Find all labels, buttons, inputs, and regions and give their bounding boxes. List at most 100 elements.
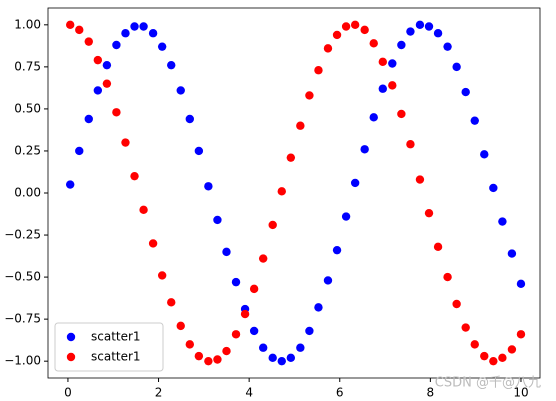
legend-box [54,322,164,372]
point [470,116,479,125]
point [277,187,286,196]
point [194,146,204,156]
point [204,182,213,191]
point [461,87,470,97]
point [470,340,479,349]
point [406,140,415,149]
point [258,343,268,352]
point [350,178,360,188]
point [240,309,250,319]
point [507,345,517,354]
y-tick-label: −1.00 [4,354,41,368]
point [415,20,425,30]
point [378,84,387,93]
point [452,62,461,72]
point [296,343,305,352]
point [75,25,84,35]
point [121,138,130,147]
legend-label: scatter1 [91,350,141,364]
point [369,39,378,48]
point [157,271,167,280]
point [84,114,93,124]
point [443,272,452,282]
point [332,245,342,255]
point [443,42,452,51]
point [249,326,259,336]
point [277,356,286,366]
point [65,180,75,189]
point [360,25,369,35]
point [167,298,176,307]
point [93,86,103,95]
x-tick-label: 10 [513,386,528,400]
point [489,183,498,193]
point [378,57,387,67]
point [213,215,222,225]
point [286,153,296,162]
point [388,81,397,90]
point [222,247,231,257]
point [332,30,342,40]
point [314,66,323,75]
point [498,217,507,226]
point [516,330,526,339]
point [433,242,443,252]
point [433,29,443,38]
point [360,145,369,154]
point [204,356,213,366]
point [112,108,121,117]
point [258,254,268,263]
point [112,40,121,50]
point [452,299,461,309]
point [286,353,296,363]
point [75,146,84,156]
point [480,351,489,361]
point [185,340,195,349]
point [507,249,517,258]
y-tick-label: 1.00 [14,17,41,31]
plot-frame [47,7,541,379]
x-tick-label: 2 [155,386,163,400]
point [268,220,277,230]
point [185,114,195,124]
point [350,20,360,30]
y-tick-label: −0.50 [4,270,41,284]
point [84,37,93,46]
point [498,353,507,363]
point [323,276,333,285]
point [130,22,139,31]
y-tick-label: 0.00 [14,186,41,200]
point [480,150,489,159]
point [369,113,378,122]
y-tick-label: −0.25 [4,228,41,242]
legend-marker [66,332,76,342]
x-tick-label: 6 [336,386,344,400]
x-tick-label: 4 [245,386,253,400]
point [93,55,103,65]
legend-marker [66,352,76,362]
point [323,44,333,53]
point [341,22,351,31]
point [305,91,314,100]
point [305,326,314,336]
point [139,205,148,215]
point [148,239,158,248]
point [194,351,204,361]
point [489,356,498,366]
point [231,277,241,287]
point [148,29,158,38]
point [102,60,112,70]
point [102,79,112,88]
point [213,355,222,364]
y-tick-label: 0.25 [14,143,41,157]
point [341,212,351,221]
point [65,20,75,30]
point [516,279,526,289]
watermark: CSDN @千@八九 [435,376,541,391]
y-tick-label: −0.75 [4,312,41,326]
point [268,353,277,363]
point [397,109,406,119]
point [415,175,425,184]
point [388,59,397,68]
